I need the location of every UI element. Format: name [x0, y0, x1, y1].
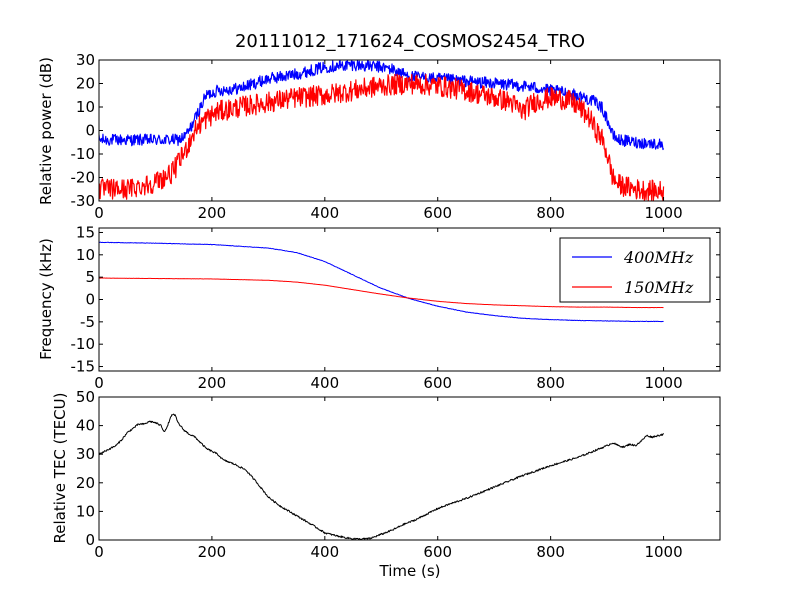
tec-y-label: Relative TEC (TECU) [51, 393, 69, 544]
power-x-tick-label: 200 [198, 204, 227, 222]
power-y-tick-label: 0 [85, 122, 95, 140]
tec-frame [98, 396, 721, 541]
power-lines [99, 60, 665, 201]
power-y-tick-label: 10 [76, 98, 95, 116]
frequency-y-tick-label: -10 [71, 335, 96, 353]
tec-x-tick-label: 600 [423, 543, 452, 561]
power-axes: 0 200 400 600 800 1000 -30 -20 -10 0 10 20 30 [71, 51, 721, 222]
power-y-tick-label: 30 [76, 51, 95, 69]
tec-x-tick-label: 1000 [644, 543, 682, 561]
frequency-y-tick-label: 10 [76, 246, 95, 264]
tec-y-tick-label: 50 [76, 388, 95, 406]
tec-x-tick-label: 200 [198, 543, 227, 561]
power-x-tick-label: 600 [423, 204, 452, 222]
tec-line-series-1 [99, 413, 664, 540]
tec-y-tick-label: 20 [76, 474, 95, 492]
power-y-tick-label: -20 [71, 169, 96, 187]
frequency-axes: 0 200 400 600 800 1000 -15 -10 -5 0 5 10 15 400MHz 150… [71, 223, 721, 392]
power-x-tick-label: 0 [94, 204, 104, 222]
frequency-legend-label: 150MHz [624, 278, 694, 297]
tec-y-tick-label: 30 [76, 445, 95, 463]
frequency-x-tick-label: 800 [536, 374, 565, 392]
power-y-tick-label: -30 [71, 192, 96, 210]
frequency-x-tick-label: 600 [423, 374, 452, 392]
time-x-label: Time (s) [379, 562, 441, 580]
tec-y-tick-label: 10 [76, 502, 95, 520]
tec-x-tick-label: 0 [94, 543, 104, 561]
frequency-y-tick-label: -5 [80, 313, 95, 331]
power-y-tick-label: 20 [76, 75, 95, 93]
frequency-line-400mhz [99, 241, 664, 323]
tec-y-tick-label: 0 [85, 531, 95, 549]
power-y-tick-label: -10 [71, 145, 96, 163]
tec-axes: 0 200 400 600 800 1000 0 10 20 30 40 50 [76, 388, 721, 561]
frequency-y-tick-label: 0 [85, 291, 95, 309]
frequency-x-tick-label: 200 [198, 374, 227, 392]
figure-title: 20111012_171624_COSMOS2454_TRO [235, 31, 585, 52]
frequency-x-tick-label: 400 [310, 374, 339, 392]
tec-x-tick-label: 800 [536, 543, 565, 561]
frequency-legend-label: 400MHz [623, 248, 694, 267]
frequency-y-tick-label: 5 [85, 268, 95, 286]
frequency-y-label: Frequency (kHz) [37, 238, 55, 360]
frequency-y-tick-label: 15 [76, 223, 95, 241]
tec-x-tick-label: 400 [310, 543, 339, 561]
frequency-line-150mhz [99, 277, 664, 309]
frequency-x-tick-label: 0 [94, 374, 104, 392]
power-x-tick-label: 800 [536, 204, 565, 222]
frequency-x-tick-label: 1000 [644, 374, 682, 392]
tec-lines [99, 413, 664, 540]
frequency-y-tick-label: -15 [71, 358, 96, 376]
power-x-tick-label: 1000 [644, 204, 682, 222]
tec-y-tick-label: 40 [76, 417, 95, 435]
frequency-lines [99, 241, 664, 323]
frequency-legend-box [559, 237, 711, 303]
power-x-tick-label: 400 [310, 204, 339, 222]
power-line-series-2 [99, 73, 665, 201]
power-y-label: Relative power (dB) [37, 57, 55, 205]
frequency-legend: 400MHz 150MHz [559, 237, 711, 303]
